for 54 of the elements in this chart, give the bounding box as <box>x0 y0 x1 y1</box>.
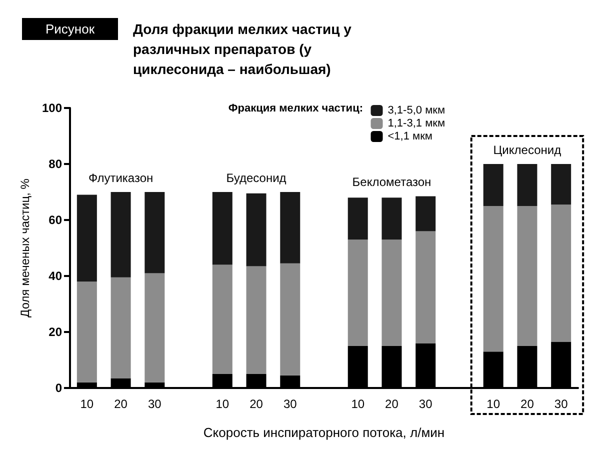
bar <box>416 231 436 344</box>
y-tick-label: 0 <box>55 381 62 395</box>
y-tick-label: 40 <box>48 269 62 283</box>
bar <box>483 206 504 352</box>
annotation: Циклесонид <box>493 143 562 157</box>
legend-label: 1,1-3,1 мкм <box>388 118 446 130</box>
x-tick-label: 30 <box>283 397 298 411</box>
bar <box>280 192 300 264</box>
bar <box>212 192 232 265</box>
bar <box>246 193 266 266</box>
text: Рисунок <box>45 22 95 36</box>
bar <box>76 194 97 282</box>
legend-label: <1,1 мкм <box>388 130 432 142</box>
bar <box>551 204 572 342</box>
x-tick-label: 30 <box>418 397 433 411</box>
bar <box>551 164 572 205</box>
bar <box>348 240 368 346</box>
legend-label: 3,1-5,0 мкм <box>388 104 446 116</box>
x-tick-label: 20 <box>114 397 128 411</box>
x-tick-label: 20 <box>520 397 534 411</box>
x-tick-label: 20 <box>250 397 264 411</box>
bar <box>280 263 300 376</box>
y-tick-label: 20 <box>48 325 62 339</box>
annotation: Будесонид <box>226 171 286 185</box>
bar <box>212 264 232 374</box>
x-tick-label: 30 <box>554 397 568 411</box>
y-tick-label: 60 <box>48 213 62 227</box>
y-tick-label: 100 <box>42 101 62 115</box>
bar <box>382 240 402 346</box>
bar <box>110 192 131 278</box>
annotation: Флутиказон <box>88 171 154 185</box>
annotation: Беклометазон <box>352 175 432 190</box>
y-tick-label: 80 <box>48 157 62 171</box>
bar <box>144 192 165 274</box>
bar <box>76 282 97 382</box>
bar <box>517 164 538 206</box>
bar <box>348 198 368 240</box>
x-tick-label: 10 <box>80 397 94 411</box>
x-tick-label: 10 <box>486 397 500 411</box>
chart-title: Доля фракции мелких частиц у различных препаратов (у циклесонида – наибольшая) <box>133 21 356 77</box>
legend-title: Фракция мелких частиц: <box>228 102 364 114</box>
bar <box>246 266 266 374</box>
bar <box>382 198 402 240</box>
x-tick-label: 20 <box>385 397 399 411</box>
bar <box>144 273 165 382</box>
bar <box>416 196 436 232</box>
bar <box>483 164 504 206</box>
bar <box>517 206 538 346</box>
x-axis-title: Скорость инспираторного потока, л/мин <box>203 425 445 440</box>
x-tick-label: 10 <box>351 397 365 411</box>
bar <box>110 277 131 378</box>
x-tick-label: 30 <box>148 397 162 411</box>
x-tick-label: 10 <box>216 397 230 411</box>
y-axis-title: Доля меченых частиц, % <box>18 178 32 318</box>
